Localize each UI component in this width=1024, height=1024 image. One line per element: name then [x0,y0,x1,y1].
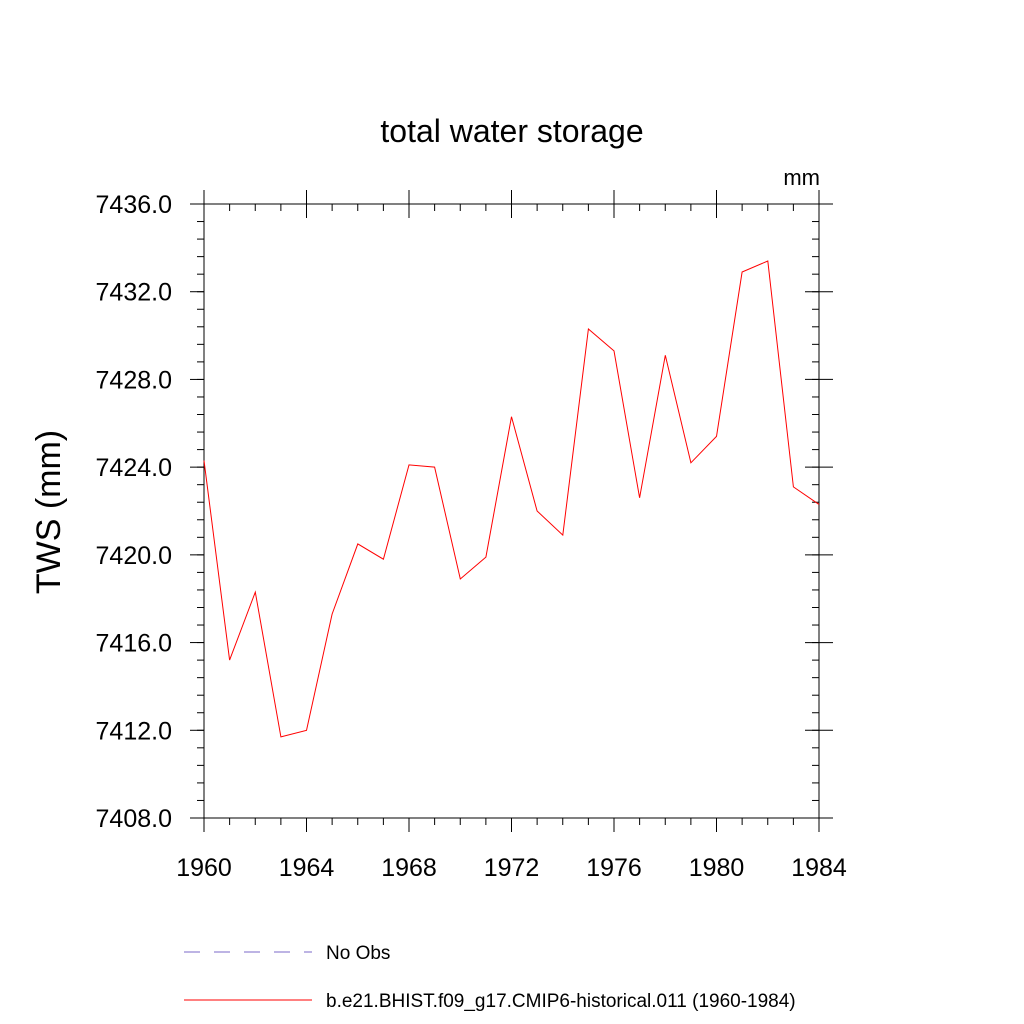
y-tick-label: 7428.0 [96,366,172,394]
y-tick-label: 7424.0 [96,454,172,482]
x-tick-label: 1976 [586,854,642,882]
chart-title: total water storage [380,113,643,149]
y-tick-label: 7408.0 [96,805,172,833]
y-tick-labels: 7408.0 7412.0 7416.0 7420.0 7424.0 7428.0 7432… [96,191,172,833]
x-tick-label: 1960 [176,854,232,882]
y-tick-label: 7416.0 [96,630,172,658]
series-layer [203,260,820,738]
legend-label: b.e21.BHIST.f09_g17.CMIP6-historical.011… [326,991,796,1012]
plot-frame [203,203,820,819]
legend-label: No Obs [326,943,390,964]
x-tick-label: 1964 [279,854,335,882]
x-tick-label: 1968 [381,854,437,882]
x-tick-label: 1972 [484,854,540,882]
legend: No Obs b.e21.BHIST.f09_g17.CMIP6-historic… [184,943,796,1012]
y-tick-label: 7436.0 [96,191,172,219]
y-tick-label: 7432.0 [96,279,172,307]
x-tick-labels: 1960 1964 1968 1972 1976 1980 1984 [176,854,847,882]
units-label: mm [783,165,820,190]
x-tick-label: 1980 [689,854,745,882]
y-axis-label: TWS (mm) [30,430,68,594]
series-line [203,260,820,738]
x-tick-label: 1984 [791,854,847,882]
axis-ticks [190,190,833,832]
y-tick-label: 7412.0 [96,717,172,745]
y-tick-label: 7420.0 [96,542,172,570]
